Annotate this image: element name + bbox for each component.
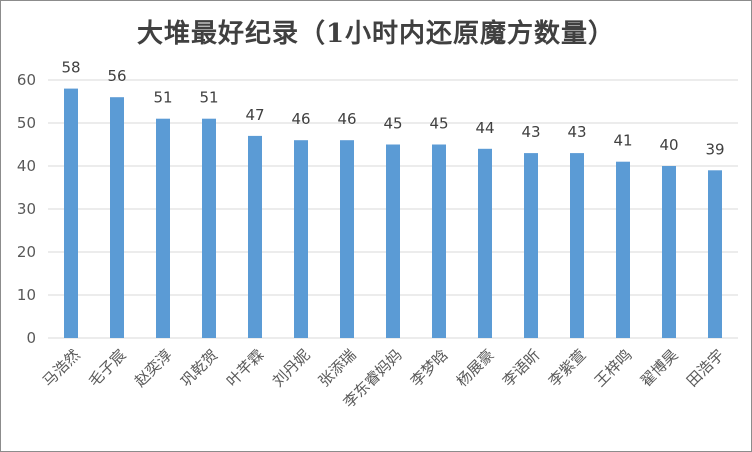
data-label: 47 bbox=[245, 106, 264, 124]
category-label: 李语昕 bbox=[499, 346, 544, 391]
category-label: 张添瑞 bbox=[315, 346, 360, 391]
bar bbox=[110, 97, 124, 338]
y-axis-ticks: 0 10 20 30 40 50 60 bbox=[17, 71, 36, 347]
data-label: 39 bbox=[705, 140, 724, 158]
y-tick-label: 10 bbox=[17, 286, 36, 304]
bar bbox=[64, 88, 78, 338]
bar bbox=[294, 140, 308, 338]
chart-title: 大堆最好纪录（1小时内还原魔方数量） bbox=[136, 19, 616, 49]
bar bbox=[478, 148, 492, 338]
y-tick-label: 30 bbox=[17, 200, 36, 218]
y-tick-label: 20 bbox=[17, 243, 36, 261]
data-label: 44 bbox=[475, 119, 494, 137]
data-label: 43 bbox=[521, 123, 540, 141]
y-tick-label: 40 bbox=[17, 157, 36, 175]
data-label: 46 bbox=[337, 110, 356, 128]
y-tick-label: 50 bbox=[17, 114, 36, 132]
bar bbox=[340, 140, 354, 338]
bar bbox=[708, 170, 722, 338]
bars bbox=[64, 88, 722, 338]
category-label: 巩乾贺 bbox=[177, 346, 222, 391]
category-label: 叶芊霖 bbox=[223, 346, 268, 391]
category-label: 翟博昊 bbox=[637, 346, 682, 391]
data-label: 56 bbox=[107, 67, 126, 85]
category-label: 李梦晗 bbox=[407, 346, 452, 391]
bar bbox=[202, 118, 216, 338]
bar bbox=[386, 144, 400, 338]
category-label: 田浩宇 bbox=[683, 346, 728, 391]
category-label: 马浩然 bbox=[39, 346, 84, 391]
category-label: 毛子宸 bbox=[85, 346, 130, 391]
category-label: 王梓鸣 bbox=[591, 346, 636, 391]
data-label: 41 bbox=[613, 132, 632, 150]
data-label: 51 bbox=[153, 89, 172, 107]
data-label: 45 bbox=[429, 115, 448, 133]
y-tick-label: 0 bbox=[26, 329, 36, 347]
data-label: 46 bbox=[291, 110, 310, 128]
bar bbox=[248, 135, 262, 338]
category-label: 李紫萱 bbox=[545, 346, 590, 391]
bar bbox=[570, 153, 584, 338]
category-label: 杨展豪 bbox=[453, 346, 498, 391]
bar bbox=[432, 144, 446, 338]
category-label: 刘丹妮 bbox=[269, 346, 314, 391]
data-label: 58 bbox=[61, 59, 80, 77]
bar bbox=[524, 153, 538, 338]
data-label: 43 bbox=[567, 123, 586, 141]
bar bbox=[662, 166, 676, 338]
data-label: 40 bbox=[659, 136, 678, 154]
data-label: 45 bbox=[383, 115, 402, 133]
category-label: 赵奕淳 bbox=[131, 346, 176, 391]
bar bbox=[156, 118, 170, 338]
data-label: 51 bbox=[199, 89, 218, 107]
data-labels: 58 56 51 51 47 46 46 45 45 44 43 43 41 40 39 bbox=[61, 59, 724, 159]
bar bbox=[616, 161, 630, 338]
y-tick-label: 60 bbox=[17, 71, 36, 89]
